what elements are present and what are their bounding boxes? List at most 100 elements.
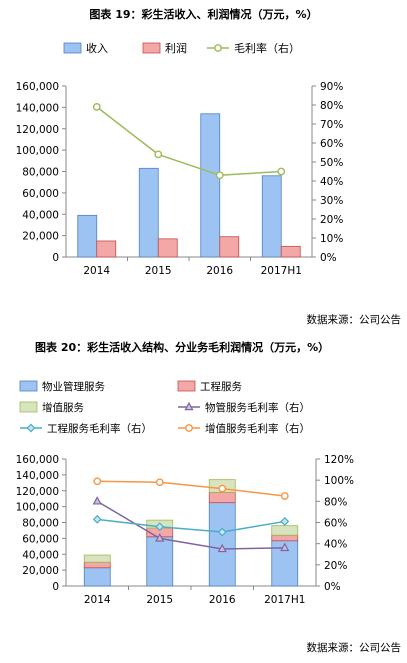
left-tick-label: 0	[52, 581, 59, 593]
left-tick-label: 80,000	[22, 518, 59, 530]
figure1-title: 图表 19：彩生活收入、利润情况（万元，%）	[89, 8, 318, 21]
bar-profit	[219, 236, 240, 258]
legend-label: 增值服务	[42, 401, 84, 414]
legend-label: 毛利率（右）	[234, 41, 300, 55]
right-tick-label: 30%	[320, 195, 343, 207]
legend-marker	[214, 44, 222, 52]
point-engineering-margin	[280, 516, 290, 526]
left-tick-label: 20,000	[22, 231, 59, 243]
bar-profit	[280, 245, 301, 258]
point-margin	[154, 150, 163, 159]
left-tick-label: 60,000	[22, 188, 59, 200]
left-tick-label: 160,000	[16, 81, 59, 93]
left-tick-label: 0	[52, 252, 59, 264]
left-tick-label: 40,000	[22, 209, 59, 221]
point-margin	[215, 171, 224, 180]
figure2-source: 数据来源：公司公告	[306, 642, 402, 654]
left-tick-label: 100,000	[16, 502, 59, 514]
legend-label: 工程服务	[200, 380, 242, 393]
right-tick-label: 0%	[324, 581, 341, 593]
bar-property	[146, 536, 174, 587]
point-margin	[277, 167, 286, 176]
x-tick-label: 2016	[206, 265, 233, 277]
left-tick-label: 140,000	[16, 470, 59, 482]
legend-label: 利润	[165, 41, 187, 55]
left-tick-label: 60,000	[22, 533, 59, 545]
left-tick-label: 100,000	[16, 145, 59, 157]
legend-label: 物业管理服务	[42, 380, 105, 393]
left-tick-label: 40,000	[22, 549, 59, 561]
figure1-source: 数据来源：公司公告	[306, 314, 402, 326]
x-tick-label: 2014	[84, 594, 111, 606]
legend-marker	[26, 423, 36, 433]
legend-swatch	[19, 401, 38, 413]
x-tick-label: 2016	[209, 594, 236, 606]
legend-label: 工程服务毛利率（右）	[47, 422, 152, 435]
bar-property	[83, 567, 111, 587]
right-tick-label: 100%	[324, 475, 354, 487]
bar-revenue	[138, 167, 159, 258]
left-tick-label: 20,000	[22, 565, 59, 577]
legend-label: 收入	[86, 41, 108, 55]
line-engineering-margin	[97, 518, 285, 533]
point-property-margin	[280, 542, 290, 552]
legend-swatch	[19, 380, 38, 392]
x-tick-label: 2015	[145, 265, 172, 277]
left-tick-label: 140,000	[16, 102, 59, 114]
left-tick-label: 160,000	[16, 454, 59, 466]
point-property-margin	[217, 543, 227, 553]
right-tick-label: 50%	[320, 157, 343, 169]
point-value-added-margin	[218, 484, 227, 493]
bar-profit	[96, 240, 117, 258]
right-tick-label: 10%	[320, 233, 343, 245]
point-engineering-margin	[217, 527, 227, 537]
right-tick-label: 120%	[324, 454, 354, 466]
bar-engineering	[83, 561, 111, 569]
right-tick-label: 60%	[320, 138, 343, 150]
bar-profit	[157, 238, 178, 258]
figure2-title: 图表 20：彩生活收入结构、分业务毛利润情况（万元，%）	[35, 341, 330, 354]
right-tick-label: 40%	[320, 176, 343, 188]
point-margin	[92, 103, 101, 111]
legend-marker	[184, 401, 194, 411]
x-tick-label: 2017H1	[264, 594, 305, 606]
bar-revenue	[77, 214, 98, 258]
bar-value-added	[271, 525, 299, 536]
left-tick-label: 120,000	[16, 486, 59, 498]
right-tick-label: 20%	[324, 560, 347, 572]
legend-label: 增值服务毛利率（右）	[205, 422, 310, 435]
right-tick-label: 90%	[320, 81, 343, 93]
right-tick-label: 80%	[320, 100, 343, 112]
right-tick-label: 20%	[320, 214, 343, 226]
right-tick-label: 0%	[320, 252, 337, 264]
x-tick-label: 2014	[83, 265, 110, 277]
bar-engineering	[208, 491, 236, 504]
right-tick-label: 40%	[324, 539, 347, 551]
point-property-margin	[155, 533, 165, 542]
point-engineering-margin	[92, 514, 102, 524]
bar-revenue	[261, 175, 282, 258]
legend-swatch	[63, 42, 82, 54]
point-property-margin	[92, 496, 102, 505]
line-property-margin	[96, 500, 285, 550]
right-tick-label: 70%	[320, 119, 343, 131]
line-margin	[96, 106, 282, 177]
left-tick-label: 120,000	[16, 124, 59, 136]
right-tick-label: 60%	[324, 518, 347, 530]
right-tick-label: 80%	[324, 496, 347, 508]
x-tick-label: 2017H1	[261, 265, 302, 277]
line-value-added-margin	[97, 480, 285, 497]
bar-revenue	[200, 113, 221, 258]
bar-value-added	[83, 554, 111, 563]
left-tick-label: 80,000	[22, 167, 59, 179]
legend-swatch	[142, 42, 161, 54]
legend-swatch	[177, 380, 196, 392]
point-value-added-margin	[155, 478, 164, 487]
point-value-added-margin	[93, 477, 102, 486]
legend-marker	[185, 424, 193, 432]
figure1-chart: 收入 利润 毛利率（右） 0 20,000 40,000 60,000 80,000 100,0…	[16, 41, 344, 277]
point-engineering-margin	[155, 522, 165, 532]
x-tick-label: 2015	[146, 594, 173, 606]
